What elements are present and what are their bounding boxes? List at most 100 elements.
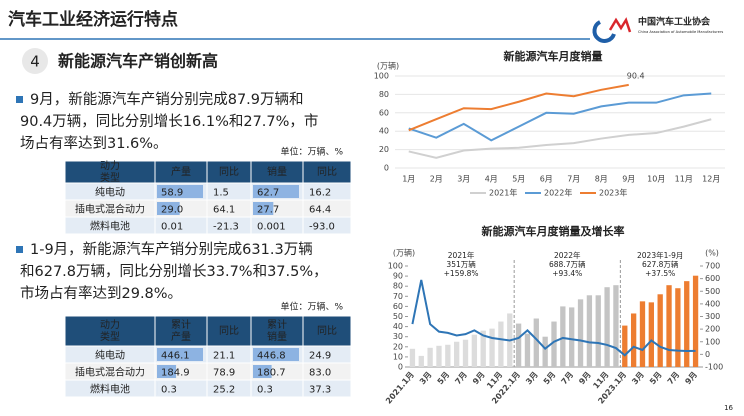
data-bar (253, 185, 299, 198)
y-tick-label: 30 (393, 332, 403, 341)
table-header: 产量 (171, 165, 191, 178)
y-tick-label: 90 (393, 272, 403, 281)
bar (622, 325, 628, 367)
table-header-cell (206, 315, 252, 347)
annotation: 90.4 (627, 71, 645, 80)
y2-unit: (%) (705, 249, 719, 258)
table-text: 27.7 (257, 205, 279, 216)
data-bar (253, 202, 274, 215)
table-text: 21.1 (213, 351, 235, 362)
y-tick-label: 60 (379, 108, 389, 117)
logo-cn: 中国汽车工业协会 (638, 16, 711, 28)
chart-title: 新能源汽车月度销量 (504, 49, 603, 63)
data-bar (157, 202, 180, 215)
y2-tick-label: 700 (705, 262, 720, 271)
table-text: 燃料电池 (90, 383, 130, 396)
x-tick-label: 6月 (540, 175, 553, 184)
bar (533, 318, 539, 367)
annotation: +37.5% (645, 269, 675, 278)
bullet-text: 和627.8万辆，同比分别增长33.7%和37.5%， (20, 263, 328, 280)
y2-tick-label: 500 (705, 287, 720, 296)
y-tick-label: 80 (393, 282, 403, 291)
data-bar (157, 365, 177, 378)
table-text: 64.4 (309, 205, 331, 216)
bullet-text: 1-9月，新能源汽车产销分别完成631.3万辆 (30, 241, 313, 258)
bar (542, 336, 548, 367)
bar (489, 328, 495, 367)
annotation: +93.4% (552, 269, 582, 278)
y-tick-label: 50 (393, 312, 403, 321)
legend-label: 2023年 (599, 188, 627, 198)
table-unit: 单位：万辆、% (280, 301, 343, 313)
y2-tick-label: 400 (705, 299, 720, 308)
table-text: 纯电动 (95, 186, 125, 199)
bullet-text: 9月，新能源汽车产销分别完成87.9万辆和 (30, 91, 304, 108)
table-text: 37.3 (309, 385, 331, 396)
bar (675, 288, 681, 367)
x-tick-label: 4月 (485, 175, 498, 184)
bar (454, 341, 460, 367)
bar (551, 321, 557, 367)
bar (498, 321, 504, 367)
y2-tick-label: 600 (705, 274, 720, 283)
y-tick-label: 20 (379, 145, 389, 154)
y-tick-label: 80 (379, 90, 389, 99)
bar (480, 330, 486, 367)
y-tick-label: 40 (393, 322, 403, 331)
logo-mark (592, 20, 616, 43)
bar (445, 344, 451, 367)
bullet-text: 90.4万辆，同比分别增长16.1%和27.7%，市 (20, 113, 318, 130)
y-tick-label: 100 (374, 72, 389, 81)
bar (515, 323, 522, 367)
logo-en: China Association of Automobile Manufact… (638, 30, 723, 34)
bar (436, 345, 442, 367)
page-number: 16 (724, 404, 733, 412)
data-bar (157, 348, 203, 361)
bar (639, 301, 646, 367)
bar (666, 285, 672, 367)
table-cell (302, 379, 352, 398)
y2-tick-label: 100 (705, 337, 720, 346)
table-text: 58.9 (161, 188, 183, 199)
x-tick-label: 10月 (647, 175, 665, 184)
table-cell (302, 216, 352, 235)
section-number: 4 (30, 53, 40, 71)
table-text: 64.1 (213, 205, 235, 216)
y-tick-label: 10 (393, 352, 403, 361)
bar (577, 299, 584, 367)
bar (648, 302, 654, 367)
x-tick-label: 8月 (595, 175, 608, 184)
table-text: 16.2 (309, 188, 331, 199)
table-text: 1.5 (213, 188, 229, 199)
y2-tick-label: -100 (705, 363, 723, 372)
x-tick-label: 9月 (622, 175, 635, 184)
y-tick-label: 0 (398, 363, 403, 372)
y-tick-label: 20 (393, 342, 403, 351)
x-tick-label: 3月 (457, 175, 470, 184)
table-header: 同比 (219, 166, 239, 178)
line-series (408, 92, 712, 142)
annotation: 2023年1-9月 (637, 250, 683, 260)
annotation: 2021年 (448, 250, 475, 260)
logo: 中国汽车工业协会 China Association of Automobile… (592, 16, 723, 43)
bar (586, 295, 593, 367)
y-tick-label: 70 (393, 292, 403, 301)
table-text: 446.8 (257, 351, 286, 362)
annotation: 2022年 (554, 250, 581, 260)
x-tick-label: 5月 (512, 175, 525, 184)
data-bar (253, 348, 299, 361)
bullet-text: 场占有率达到31.6%。 (20, 135, 168, 152)
legend-label: 2022年 (544, 188, 572, 198)
bar (692, 275, 699, 367)
table-text: 62.7 (257, 188, 279, 199)
x-tick-label: 2月 (430, 175, 443, 184)
bullet-marker (16, 246, 23, 253)
x-tick-label: 11月 (675, 175, 693, 184)
bar (471, 334, 478, 367)
bar (604, 287, 610, 367)
table-header: 动力类型 (100, 159, 120, 184)
annotation: 627.8万辆 (642, 259, 679, 269)
x-tick-label: 1月 (402, 175, 415, 184)
section-badge (22, 48, 48, 74)
bar (630, 313, 637, 367)
